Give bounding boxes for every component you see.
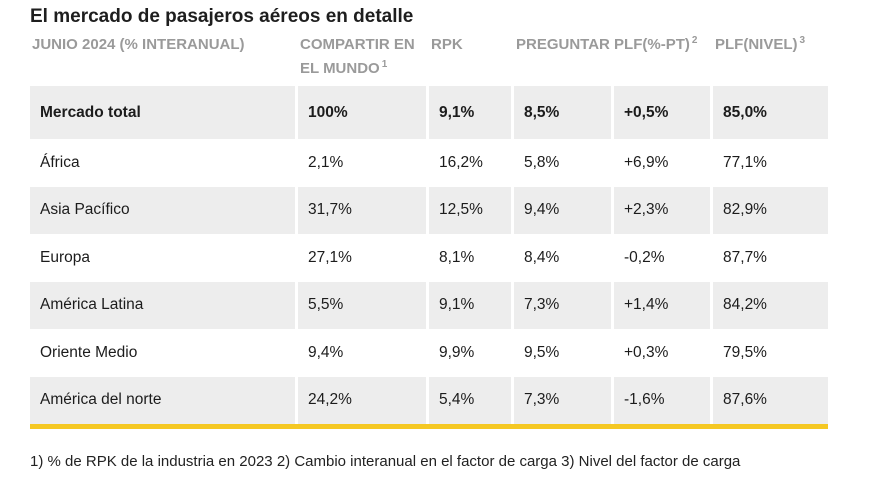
cell-plf-level: 85,0% <box>713 86 829 139</box>
table-row: África 2,1% 16,2% 5,8% +6,9% 77,1% <box>30 139 828 187</box>
cell-region: Oriente Medio <box>30 329 298 377</box>
cell-rpk: 8,1% <box>429 234 514 282</box>
cell-plf-level: 82,9% <box>713 186 829 234</box>
cell-share: 24,2% <box>298 376 429 424</box>
cell-region: Mercado total <box>30 86 298 139</box>
cell-rpk: 9,1% <box>429 281 514 329</box>
header-plf-change: PREGUNTAR PLF(%-PT) 2 <box>514 33 713 86</box>
cell-rpk: 16,2% <box>429 139 514 187</box>
cell-plf-level: 87,6% <box>713 376 829 424</box>
cell-rpk: 12,5% <box>429 186 514 234</box>
cell-share: 31,7% <box>298 186 429 234</box>
cell-plf-level: 84,2% <box>713 281 829 329</box>
cell-share: 5,5% <box>298 281 429 329</box>
cell-ask: 5,8% <box>514 139 614 187</box>
footnote-marker-1: 1 <box>381 59 388 70</box>
header-period: JUNIO 2024 (% INTERANUAL) <box>30 33 298 86</box>
cell-region: Asia Pacífico <box>30 186 298 234</box>
cell-plf-change: +1,4% <box>614 281 714 329</box>
header-plf-level: PLF(NIVEL) 3 <box>713 33 828 86</box>
cell-ask: 7,3% <box>514 281 614 329</box>
cell-plf-change: -1,6% <box>614 376 714 424</box>
table-row-total-market: Mercado total 100% 9,1% 8,5% +0,5% 85,0% <box>30 86 829 139</box>
cell-rpk: 5,4% <box>429 376 514 424</box>
cell-ask: 8,5% <box>514 86 614 139</box>
cell-region: África <box>30 139 298 187</box>
header-rpk: RPK <box>429 33 514 86</box>
footnote-marker-3: 3 <box>799 35 806 46</box>
cell-plf-change: +6,9% <box>614 139 714 187</box>
header-plf-change-label: PREGUNTAR PLF(%-PT) <box>516 36 690 53</box>
cell-ask: 9,5% <box>514 329 614 377</box>
cell-plf-level: 87,7% <box>723 248 767 266</box>
cell-ask: 8,4% <box>514 234 614 282</box>
cell-ask: 9,4% <box>514 186 614 234</box>
table-row: Asia Pacífico 31,7% 12,5% 9,4% +2,3% 82,… <box>30 186 829 234</box>
header-rpk-label: RPK <box>431 36 463 53</box>
cell-region: América del norte <box>30 376 298 424</box>
footnote: 1) % de RPK de la industria en 2023 2) C… <box>30 453 741 470</box>
table-row: América del norte 24,2% 5,4% 7,3% -1,6% … <box>30 376 829 424</box>
cell-plf-level: 79,5% <box>723 343 767 361</box>
cell-region: Europa <box>30 234 298 282</box>
cell-plf-level: 77,1% <box>723 153 767 171</box>
cell-ask: 7,3% <box>514 376 614 424</box>
header-world-share-line2: EL MUNDO <box>300 60 380 77</box>
cell-share: 27,1% <box>298 234 429 282</box>
header-world-share-line1: COMPARTIR EN <box>300 36 415 53</box>
footnote-marker-2: 2 <box>691 35 698 46</box>
table-row: América Latina 5,5% 9,1% 7,3% +1,4% 84,2… <box>30 281 829 329</box>
table-row: Europa 27,1% 8,1% 8,4% -0,2% 87,7% <box>30 234 828 282</box>
page-title: El mercado de pasajeros aéreos en detall… <box>30 6 414 27</box>
cell-rpk: 9,1% <box>429 86 514 139</box>
table-row: Oriente Medio 9,4% 9,9% 9,5% +0,3% 79,5% <box>30 329 828 377</box>
cell-plf-change: +0,5% <box>614 86 714 139</box>
cell-share: 9,4% <box>298 329 429 377</box>
cell-plf-change: +0,3% <box>614 329 714 377</box>
header-plf-level-label: PLF(NIVEL) <box>715 36 798 53</box>
cell-share: 100% <box>298 86 429 139</box>
header-period-label: JUNIO 2024 (% INTERANUAL) <box>32 36 245 53</box>
cell-plf-change: +2,3% <box>614 186 714 234</box>
cell-rpk: 9,9% <box>429 329 514 377</box>
table-header-row: JUNIO 2024 (% INTERANUAL) COMPARTIR EN E… <box>30 33 828 86</box>
market-table: JUNIO 2024 (% INTERANUAL) COMPARTIR EN E… <box>30 33 829 424</box>
accent-divider <box>30 424 828 429</box>
header-world-share: COMPARTIR EN EL MUNDO 1 <box>298 33 429 86</box>
cell-share: 2,1% <box>298 139 429 187</box>
cell-plf-change: -0,2% <box>614 234 714 282</box>
cell-region: América Latina <box>30 281 298 329</box>
